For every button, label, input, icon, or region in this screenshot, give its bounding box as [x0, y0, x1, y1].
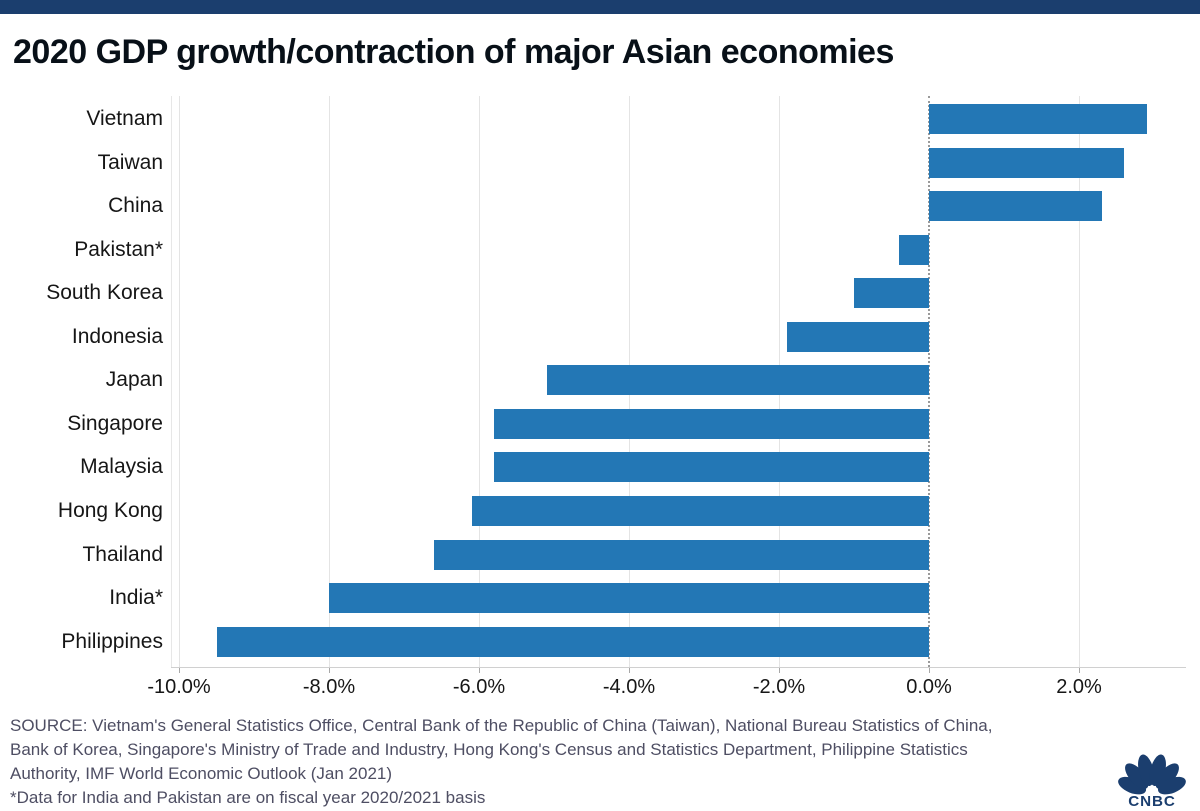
cnbc-peacock-icon — [1118, 754, 1186, 795]
plot-left-edge — [171, 96, 172, 667]
x-tick-label: 2.0% — [1056, 676, 1102, 698]
chart-title: 2020 GDP growth/contraction of major Asi… — [13, 33, 894, 71]
gridline — [479, 96, 480, 667]
bar — [494, 452, 929, 483]
x-tick-label: -10.0% — [147, 676, 211, 698]
x-axis-tick — [179, 667, 180, 673]
category-label: Japan — [105, 368, 163, 392]
bar — [786, 321, 929, 352]
x-axis-tick — [779, 667, 780, 673]
bar — [854, 278, 929, 309]
category-label: Indonesia — [71, 324, 163, 348]
x-axis-tick — [1079, 667, 1080, 673]
chart-footer: SOURCE: Vietnam's General Statistics Off… — [10, 714, 1100, 810]
bar — [929, 191, 1102, 222]
x-tick-label: -8.0% — [302, 676, 356, 698]
category-label: Malaysia — [80, 455, 163, 479]
category-label: Hong Kong — [57, 498, 163, 522]
x-tick-label: -4.0% — [602, 676, 656, 698]
bar — [471, 495, 929, 526]
footnote: *Data for India and Pakistan are on fisc… — [10, 788, 486, 807]
x-axis-tick — [629, 667, 630, 673]
category-label: Philippines — [61, 629, 163, 653]
x-axis-tick — [329, 667, 330, 673]
cnbc-logo-text: CNBC — [1128, 793, 1176, 808]
category-label: Thailand — [82, 542, 163, 566]
x-tick-label: -2.0% — [752, 676, 806, 698]
bar — [929, 147, 1124, 178]
source-line-1: SOURCE: Vietnam's General Statistics Off… — [10, 716, 993, 735]
source-line-2: Bank of Korea, Singapore's Ministry of T… — [10, 740, 968, 759]
brand-top-band — [0, 0, 1200, 14]
x-axis-tick — [479, 667, 480, 673]
x-axis-line — [171, 667, 1186, 668]
bar — [329, 583, 929, 614]
bar — [899, 234, 929, 265]
zero-gridline — [928, 96, 930, 667]
x-axis-tick — [929, 667, 930, 673]
bar — [929, 104, 1147, 134]
category-label: South Korea — [46, 281, 163, 305]
category-label: Pakistan* — [74, 237, 163, 261]
category-label: Taiwan — [97, 150, 163, 174]
bar — [434, 539, 929, 570]
category-label: China — [108, 194, 163, 218]
category-label: Vietnam — [86, 107, 163, 130]
bar — [216, 626, 929, 657]
gridline — [1079, 96, 1080, 667]
x-tick-label: -6.0% — [452, 676, 506, 698]
category-label: India* — [109, 586, 163, 610]
source-line-3: Authority, IMF World Economic Outlook (J… — [10, 764, 393, 783]
gridline — [329, 96, 330, 667]
bar — [546, 365, 929, 396]
bar — [494, 408, 929, 439]
gridline — [179, 96, 180, 667]
cnbc-logo: CNBC — [1118, 754, 1186, 808]
x-tick-label: 0.0% — [906, 676, 952, 698]
category-label: Singapore — [67, 411, 163, 435]
